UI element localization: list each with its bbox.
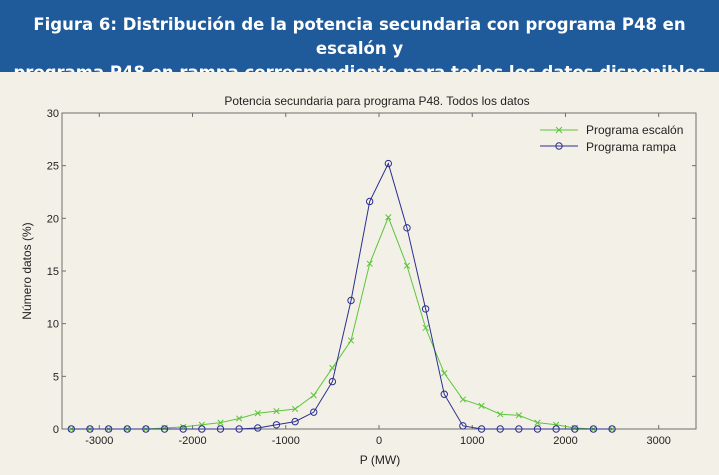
line-chart: Potencia secundaria para programa P48. T… (20, 94, 697, 467)
data-point-escalon (347, 337, 355, 344)
series-line-escalon (71, 215, 613, 430)
data-point-rampa (608, 425, 616, 433)
data-point-rampa (403, 224, 411, 232)
x-tick-label: 1000 (460, 435, 484, 447)
data-point-escalon (235, 415, 243, 422)
series-line-rampa (71, 162, 613, 430)
axis-ticks: -3000 -2000 -1000 0 1000 2000 3000 0 5 10 15 20 25 30 (47, 108, 696, 447)
data-point-rampa (496, 425, 504, 433)
data-point-rampa (86, 425, 94, 433)
x-tick-label: -3000 (85, 435, 113, 447)
data-point-escalon (217, 419, 224, 426)
legend-rampa-marker (555, 142, 563, 150)
data-point-rampa (533, 425, 542, 433)
data-point-rampa (459, 422, 467, 430)
data-point-rampa (216, 425, 225, 433)
data-point-escalon (291, 405, 299, 413)
data-point-rampa (421, 305, 430, 313)
data-point-rampa (589, 425, 598, 433)
data-point-rampa (515, 425, 523, 433)
y-tick-label: 0 (53, 424, 59, 436)
legend-escalon-marker (555, 126, 563, 134)
y-tick-label: 20 (47, 213, 59, 225)
data-point-rampa (254, 424, 262, 432)
x-tick-label: 2000 (553, 435, 577, 447)
data-point-escalon (515, 412, 523, 419)
data-point-rampa (365, 197, 374, 206)
data-point-rampa (123, 425, 131, 433)
data-point-escalon (422, 324, 429, 332)
x-axis-label: P (MW) (360, 453, 400, 467)
data-point-rampa (142, 425, 150, 433)
data-point-rampa (198, 425, 206, 433)
figure-title-line-1: Figura 6: Distribución de la potencia se… (33, 15, 686, 58)
y-tick-label: 30 (47, 108, 59, 120)
data-point-escalon (329, 364, 336, 372)
data-point-rampa (179, 425, 187, 433)
data-point-escalon (441, 370, 448, 377)
data-point-rampa (160, 425, 169, 433)
data-point-escalon (366, 260, 373, 267)
figure-area: Potencia secundaria para programa P48. T… (0, 72, 719, 470)
chart-title: Potencia secundaria para programa P48. T… (224, 94, 529, 108)
data-point-rampa (552, 425, 560, 433)
data-point-rampa (477, 425, 486, 433)
y-tick-label: 15 (47, 266, 59, 278)
x-tick-label: -1000 (272, 435, 300, 447)
data-point-rampa (310, 408, 318, 416)
data-point-escalon (403, 262, 411, 269)
data-point-escalon (534, 419, 541, 426)
data-point-rampa (571, 425, 579, 433)
data-point-rampa (384, 159, 393, 168)
data-point-escalon (273, 407, 280, 415)
data-point-escalon (254, 410, 261, 417)
legend-escalon-label: Programa escalón (586, 123, 683, 137)
plot-frame (61, 112, 697, 430)
x-tick-label: 0 (376, 435, 382, 447)
data-point-rampa (67, 425, 76, 433)
data-point-escalon (385, 214, 392, 221)
series-layer (67, 159, 616, 433)
figure-header: Figura 6: Distribución de la potencia se… (0, 0, 719, 82)
data-point-rampa (272, 421, 281, 429)
x-tick-label: 3000 (646, 435, 670, 447)
data-point-rampa (347, 296, 355, 305)
data-point-rampa (235, 425, 243, 433)
data-point-rampa (291, 417, 299, 426)
y-axis-label: Número datos (%) (20, 222, 34, 319)
y-tick-label: 5 (53, 371, 59, 383)
y-tick-label: 10 (47, 319, 59, 331)
data-point-rampa (440, 390, 448, 398)
data-point-escalon (497, 411, 504, 418)
x-tick-label: -2000 (178, 435, 206, 447)
data-point-escalon (459, 396, 467, 403)
data-point-rampa (104, 425, 113, 433)
y-tick-label: 25 (47, 161, 59, 173)
data-point-escalon (310, 392, 317, 399)
data-point-escalon (478, 402, 485, 409)
legend: Programa escalón Programa rampa (540, 123, 683, 154)
data-point-rampa (328, 377, 337, 386)
legend-rampa-label: Programa rampa (586, 140, 676, 154)
